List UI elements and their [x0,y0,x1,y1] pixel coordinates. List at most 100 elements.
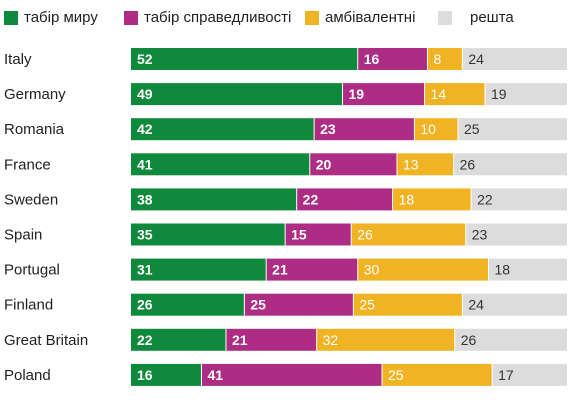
bar-segment [131,83,343,106]
bar-segment [462,293,567,316]
bar-segment [131,258,267,281]
segment-divider [350,223,352,246]
data-label: 16 [364,51,380,67]
bar-row: France 41 20 13 26 [4,153,567,176]
bar-segment [314,118,415,141]
bar-segment [131,48,358,70]
data-label: 35 [137,227,153,243]
segment-divider [342,83,344,106]
bar-segment [357,258,489,281]
segment-divider [200,363,202,386]
data-label: 42 [137,121,153,137]
segment-divider [313,118,315,141]
data-label: 24 [468,297,484,313]
data-label: 14 [431,86,447,102]
data-label: 41 [207,367,223,383]
segment-divider [454,328,456,351]
legend: табір миру табір справедливості амбівале… [0,9,571,31]
segment-divider [457,118,459,141]
segment-divider [465,223,467,246]
category-label: Portugal [4,262,60,279]
bar-row: Sweden 38 22 18 22 [4,188,567,211]
bar-segment [309,153,397,176]
segment-divider [357,48,359,70]
bar-segment [225,328,317,351]
bar-segment [342,83,425,106]
segment-divider [296,188,298,211]
data-label: 26 [357,227,373,243]
bar-row: Romania 42 23 10 25 [4,118,567,141]
legend-swatch-justice [124,10,138,25]
data-label: 25 [250,297,266,313]
bar-row: Italy 52 16 8 24 [4,48,567,70]
segment-divider [470,188,472,211]
category-label: France [4,156,51,173]
bar-segment [453,153,567,176]
bar-segment [458,118,567,141]
bar-segment [424,83,485,106]
data-label: 21 [232,332,248,348]
data-label: 41 [137,156,153,172]
category-label: Italy [4,51,32,68]
segment-divider [424,83,426,106]
bar-segment [131,188,297,211]
data-label: 23 [472,227,488,243]
bar-segment [465,223,567,246]
segment-divider [225,328,227,351]
data-label: 26 [461,332,477,348]
data-label: 26 [460,156,476,172]
bar-segment [427,48,463,70]
segment-divider [357,258,359,281]
bar-segment [285,223,352,246]
segment-divider [316,328,318,351]
bar-segment [462,48,567,70]
category-label: Great Britain [4,332,88,349]
data-label: 10 [420,121,436,137]
bar-row: Great Britain 22 21 32 26 [4,328,567,351]
data-label: 18 [495,262,511,278]
legend-item-peace: табір миру [4,9,98,26]
category-label: Romania [4,121,65,138]
data-label: 25 [359,297,375,313]
bar-row: Poland 16 41 25 17 [4,363,567,386]
legend-label-ambivalent: амбівалентні [325,9,416,26]
data-label: 26 [137,297,153,313]
data-label: 21 [272,262,288,278]
segment-divider [461,48,463,70]
category-label: Finland [4,297,53,314]
data-label: 15 [291,227,307,243]
data-label: 52 [137,51,153,67]
bar-row: Finland 26 25 25 24 [4,293,567,316]
segment-divider [381,363,383,386]
data-label: 22 [303,191,319,207]
bar-segment [131,223,286,246]
segment-divider [352,293,354,316]
bar-segment [454,328,567,351]
bar-segment [396,153,454,176]
legend-label-justice: табір справедливості [144,9,292,26]
segment-divider [461,293,463,316]
bar-segment [382,363,493,386]
data-label: 8 [433,51,441,67]
segment-divider [491,363,493,386]
legend-swatch-peace [4,10,18,25]
data-label: 20 [316,156,332,172]
legend-item-rest: решта [438,9,514,26]
bar-segment [484,83,567,106]
legend-label-rest: решта [470,9,514,26]
bar-row: Germany 49 19 14 19 [4,83,567,106]
data-label: 16 [137,367,153,383]
legend-swatch-rest [438,10,452,25]
bar-row: Spain 35 15 26 23 [4,223,567,246]
bar-segment [316,328,455,351]
data-label: 31 [137,262,153,278]
bar-segment [201,363,383,386]
bar-row: Portugal 31 21 30 18 [4,258,567,281]
bar-segment [353,293,463,316]
bar-segment [351,223,466,246]
bar-segment [131,153,310,176]
segment-divider [265,258,267,281]
segment-divider [284,223,286,246]
segment-divider [309,153,311,176]
